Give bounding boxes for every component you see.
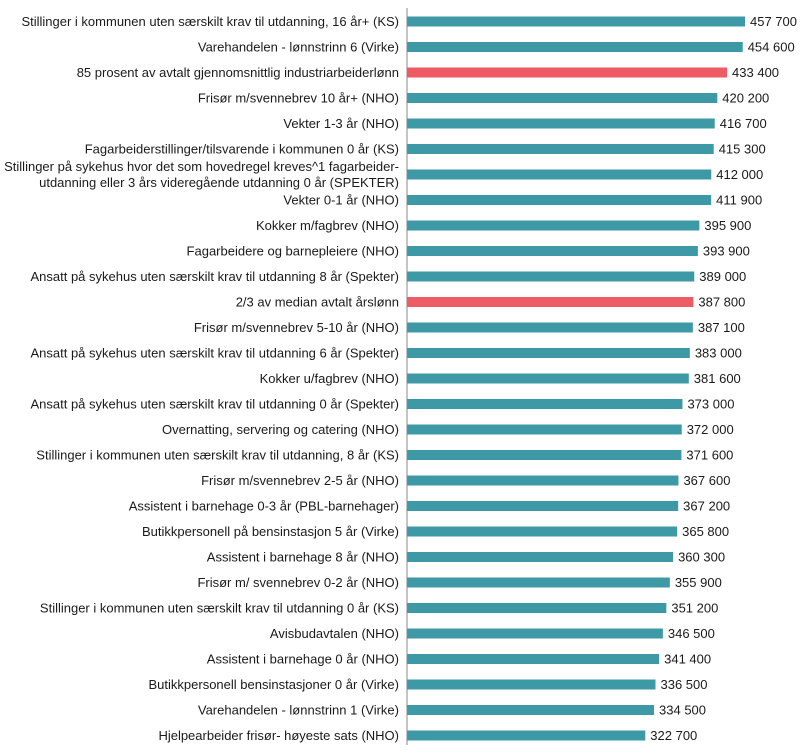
- category-label: Ansatt på sykehus uten særskilt krav til…: [30, 397, 399, 412]
- category-label: Assistent i barnehage 8 år (NHO): [207, 550, 399, 565]
- category-label: Stillinger i kommunen uten særskilt krav…: [40, 601, 399, 616]
- bar: [407, 475, 679, 486]
- category-label: Butikkpersonell på bensinstasjon 5 år (V…: [142, 524, 399, 539]
- bar: [407, 322, 693, 333]
- category-label: Varehandelen - lønnstrinn 6 (Virke): [198, 40, 399, 55]
- value-label: 360 300: [678, 550, 725, 565]
- bar: [407, 399, 683, 409]
- value-label: 351 200: [671, 601, 718, 616]
- bar: [407, 67, 728, 78]
- value-label: 336 500: [660, 677, 707, 692]
- bar: [407, 679, 656, 690]
- bar: [407, 220, 700, 231]
- value-label: 387 100: [698, 320, 745, 335]
- category-label: Kokker m/fagbrev (NHO): [256, 218, 399, 233]
- bar: [407, 16, 745, 27]
- category-label: Varehandelen - lønnstrinn 1 (Virke): [198, 703, 399, 718]
- category-label: Stillinger i kommunen uten særskilt krav…: [21, 14, 399, 29]
- value-label: 389 000: [699, 269, 746, 284]
- value-label: 381 600: [694, 371, 741, 386]
- value-label: 334 500: [659, 703, 706, 718]
- value-label: 322 700: [650, 728, 697, 743]
- bar: [407, 373, 689, 384]
- category-label: Butikkpersonell bensinstasjoner 0 år (Vi…: [149, 677, 400, 692]
- value-label: 341 400: [664, 652, 711, 667]
- category-label: Overnatting, servering og catering (NHO): [162, 422, 399, 437]
- category-label: Ansatt på sykehus uten særskilt krav til…: [30, 269, 399, 284]
- bar: [407, 628, 663, 639]
- bar: [407, 705, 655, 715]
- category-label: 85 prosent av avtalt gjennomsnittlig ind…: [77, 65, 399, 80]
- bar: [407, 144, 714, 154]
- category-label: Stillinger på sykehus hvor det som hoved…: [4, 159, 399, 190]
- value-label: 415 300: [719, 142, 766, 157]
- bar: [407, 577, 670, 588]
- category-label: Avisbudavtalen (NHO): [270, 626, 399, 641]
- category-labels: Stillinger i kommunen uten særskilt krav…: [4, 14, 399, 743]
- value-label: 346 500: [668, 626, 715, 641]
- category-label: Frisør m/svennebrev 5-10 år (NHO): [194, 320, 399, 335]
- value-label: 454 600: [748, 40, 795, 55]
- category-label: 2/3 av median avtalt årslønn: [236, 295, 399, 310]
- bar: [407, 501, 679, 511]
- category-label: Vekter 1-3 år (NHO): [283, 116, 399, 131]
- value-label: 395 900: [704, 218, 751, 233]
- bar: [407, 348, 690, 358]
- value-label: 420 200: [722, 91, 769, 106]
- category-label: Frisør m/svennebrev 10 år+ (NHO): [198, 91, 399, 106]
- bar: [407, 93, 718, 103]
- value-label: 411 900: [716, 193, 762, 208]
- category-label: Assistent i barnehage 0-3 år (PBL-barneh…: [129, 499, 399, 514]
- value-label: 457 700: [750, 14, 797, 29]
- category-label: Frisør m/ svennebrev 0-2 år (NHO): [197, 575, 399, 590]
- bar: [407, 603, 667, 613]
- category-label: Assistent i barnehage 0 år (NHO): [207, 652, 399, 667]
- bar: [407, 169, 712, 180]
- value-label: 365 800: [682, 524, 729, 539]
- value-label: 416 700: [720, 116, 767, 131]
- bar: [407, 654, 660, 664]
- category-label: Kokker u/fagbrev (NHO): [260, 371, 399, 386]
- bar: [407, 730, 646, 741]
- value-label: 433 400: [732, 65, 779, 80]
- value-label: 387 800: [698, 295, 745, 310]
- bar: [407, 424, 682, 435]
- bar: [407, 118, 715, 129]
- value-label: 372 000: [687, 422, 734, 437]
- bar: [407, 246, 698, 256]
- category-label: Stillinger i kommunen uten særskilt krav…: [36, 448, 399, 463]
- bar: [407, 271, 695, 282]
- bar: [407, 42, 743, 52]
- category-label: Ansatt på sykehus uten særskilt krav til…: [30, 346, 399, 361]
- bar: [407, 297, 694, 307]
- value-label: 373 000: [687, 397, 734, 412]
- value-label: 367 200: [683, 499, 730, 514]
- category-label: Fagarbeidere og barnepleiere (NHO): [187, 244, 399, 259]
- value-labels: 457 700 454 600 433 400 420 200 416 700 415 3…: [650, 14, 797, 743]
- value-label: 383 000: [695, 346, 742, 361]
- bar: [407, 195, 712, 205]
- bars: [407, 16, 745, 741]
- value-label: 367 600: [683, 473, 730, 488]
- value-label: 393 900: [703, 244, 750, 259]
- bar: [407, 450, 682, 460]
- category-label: Hjelpearbeider frisør- høyeste sats (NHO…: [158, 728, 399, 743]
- category-label: Fagarbeiderstillinger/tilsvarende i komm…: [85, 142, 399, 157]
- value-label: 355 900: [675, 575, 722, 590]
- bar: [407, 526, 678, 537]
- value-label: 371 600: [686, 448, 733, 463]
- category-label: Frisør m/svennebrev 2-5 år (NHO): [201, 473, 399, 488]
- value-label: 412 000: [716, 167, 763, 182]
- category-label: Vekter 0-1 år (NHO): [283, 193, 399, 208]
- bar: [407, 552, 674, 562]
